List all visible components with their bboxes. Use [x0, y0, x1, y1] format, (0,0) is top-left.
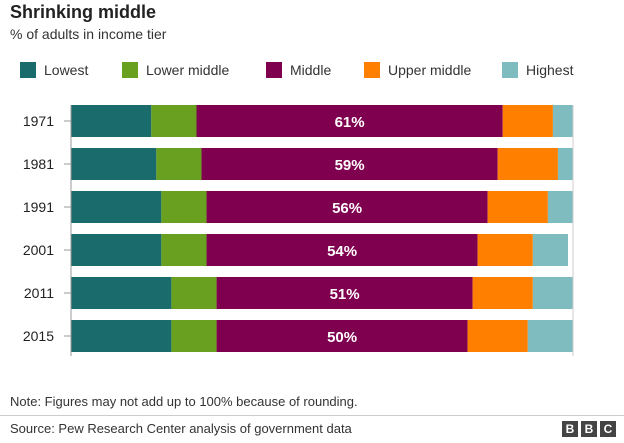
legend-item-lower-middle: Lower middle	[122, 60, 229, 80]
legend-item-highest: Highest	[502, 60, 573, 80]
bar-segment-lower-middle	[161, 234, 207, 266]
legend: Lowest Lower middle Middle Upper middle …	[20, 60, 620, 80]
data-label: 59%	[335, 157, 365, 174]
data-label: 50%	[327, 329, 357, 346]
bar-segment-highest	[557, 148, 573, 180]
legend-item-lowest: Lowest	[20, 60, 88, 80]
legend-swatch-middle	[266, 62, 282, 78]
bar-segment-middle	[216, 277, 473, 309]
chart-title: Shrinking middle	[10, 2, 157, 22]
category-label: 1981	[23, 156, 54, 172]
bar-segment-upper-middle	[502, 105, 553, 137]
category-label: 1991	[23, 199, 54, 215]
chart-note: Note: Figures may not add up to 100% bec…	[10, 394, 358, 409]
bar-segment-highest	[532, 234, 568, 266]
bar-segment-lowest	[71, 277, 172, 309]
bar-segment-upper-middle	[477, 234, 533, 266]
bar-segment-upper-middle	[472, 277, 533, 309]
chart-source: Source: Pew Research Center analysis of …	[10, 421, 352, 436]
legend-label-upper-middle: Upper middle	[388, 62, 472, 78]
bbc-logo-letter: B	[581, 421, 597, 437]
legend-label-lower-middle: Lower middle	[146, 62, 230, 78]
footer-divider	[0, 415, 624, 416]
category-label: 1971	[23, 113, 54, 129]
legend-item-middle: Middle	[266, 60, 331, 80]
bar-segment-upper-middle	[497, 148, 558, 180]
legend-label-middle: Middle	[290, 62, 332, 78]
category-label: 2001	[23, 242, 54, 258]
bar-segment-upper-middle	[467, 320, 528, 352]
data-label: 56%	[332, 200, 362, 217]
data-label: 51%	[330, 286, 360, 303]
bar-segment-lower-middle	[161, 191, 207, 223]
legend-swatch-lower-middle	[122, 62, 138, 78]
bar-segment-lowest	[71, 234, 162, 266]
bbc-logo: B B C	[559, 421, 616, 437]
bar-segment-lower-middle	[171, 320, 217, 352]
bbc-logo-letter: B	[562, 421, 578, 437]
category-label: 2011	[24, 285, 54, 301]
bar-segment-middle	[196, 105, 503, 137]
bar-segment-upper-middle	[487, 191, 548, 223]
data-label: 61%	[335, 114, 365, 131]
legend-item-upper-middle: Upper middle	[364, 60, 471, 80]
legend-swatch-lowest	[20, 62, 36, 78]
legend-label-highest: Highest	[526, 62, 574, 78]
legend-label-lowest: Lowest	[44, 62, 89, 78]
bar-segment-highest	[532, 277, 573, 309]
bar-segment-middle	[216, 320, 468, 352]
chart-subtitle: % of adults in income tier	[10, 26, 167, 42]
legend-swatch-highest	[502, 62, 518, 78]
bar-segment-middle	[206, 191, 488, 223]
bar-segment-highest	[527, 320, 573, 352]
stacked-bar-chart: 1971 61% 1981 59% 1991 56% 2001 54% 2011 51% 2015 5…	[23, 105, 574, 356]
bar-segment-lowest	[71, 148, 157, 180]
bar-segment-lowest	[71, 320, 172, 352]
bar-segment-middle	[206, 234, 478, 266]
bbc-logo-letter: C	[600, 421, 616, 437]
category-label: 2015	[23, 328, 54, 344]
bar-segment-highest	[552, 105, 573, 137]
bar-segment-highest	[547, 191, 573, 223]
legend-swatch-upper-middle	[364, 62, 380, 78]
bar-segment-lowest	[71, 191, 162, 223]
data-label: 54%	[327, 243, 357, 260]
bar-segment-lower-middle	[156, 148, 202, 180]
bar-segment-lower-middle	[171, 277, 217, 309]
bar-segment-middle	[201, 148, 498, 180]
bar-segment-lowest	[71, 105, 152, 137]
bar-segment-lower-middle	[151, 105, 197, 137]
